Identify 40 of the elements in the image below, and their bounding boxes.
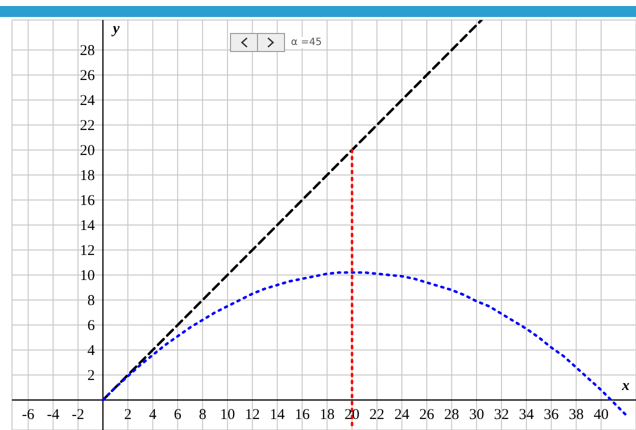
x-tick-label: 32 xyxy=(494,407,509,423)
y-tick-label: 2 xyxy=(87,368,95,384)
y-tick-label: 8 xyxy=(87,293,95,309)
x-tick-label: 16 xyxy=(294,407,310,423)
y-axis-title: y xyxy=(112,21,120,38)
x-tick-label: 20 xyxy=(344,407,360,423)
x-tick-label: 40 xyxy=(594,407,609,423)
y-tick-label: 16 xyxy=(80,193,96,209)
x-tick-label: -2 xyxy=(72,407,84,423)
y-tick-label: 24 xyxy=(80,93,96,109)
y-tick-label: 6 xyxy=(87,318,96,334)
x-tick-label: -4 xyxy=(46,407,60,423)
x-tick-label: 38 xyxy=(568,407,584,423)
y-tick-label: 10 xyxy=(80,268,95,284)
x-tick-label: 2 xyxy=(124,407,132,423)
x-tick-label: -6 xyxy=(22,407,35,423)
x-tick-label: 12 xyxy=(244,407,260,423)
x-tick-label: 30 xyxy=(469,407,484,423)
x-tick-label: 36 xyxy=(544,407,560,423)
y-tick-label: 4 xyxy=(87,343,96,359)
x-tick-label: 18 xyxy=(320,407,335,423)
x-tick-label: 24 xyxy=(394,407,410,423)
x-tick-label: 34 xyxy=(518,407,534,423)
x-tick-label: 8 xyxy=(198,407,206,423)
y-tick-label: 22 xyxy=(80,118,95,134)
x-tick-label: 10 xyxy=(220,407,235,423)
y-tick-label: 12 xyxy=(80,243,95,259)
x-tick-label: 28 xyxy=(444,407,460,423)
x-tick-label: 22 xyxy=(369,407,384,423)
x-tick-label: 6 xyxy=(174,407,182,423)
x-tick-label: 4 xyxy=(148,407,157,423)
x-axis-title: x xyxy=(622,378,630,395)
x-tick-label: 26 xyxy=(419,407,435,423)
y-tick-label: 20 xyxy=(80,143,95,159)
y-tick-label: 18 xyxy=(80,168,95,184)
annotation: α =45 xyxy=(291,37,322,48)
x-tick-label: 14 xyxy=(270,407,286,423)
y-tick-label: 14 xyxy=(80,218,96,234)
y-tick-label: 26 xyxy=(80,68,96,84)
y-tick-label: 28 xyxy=(80,43,95,59)
